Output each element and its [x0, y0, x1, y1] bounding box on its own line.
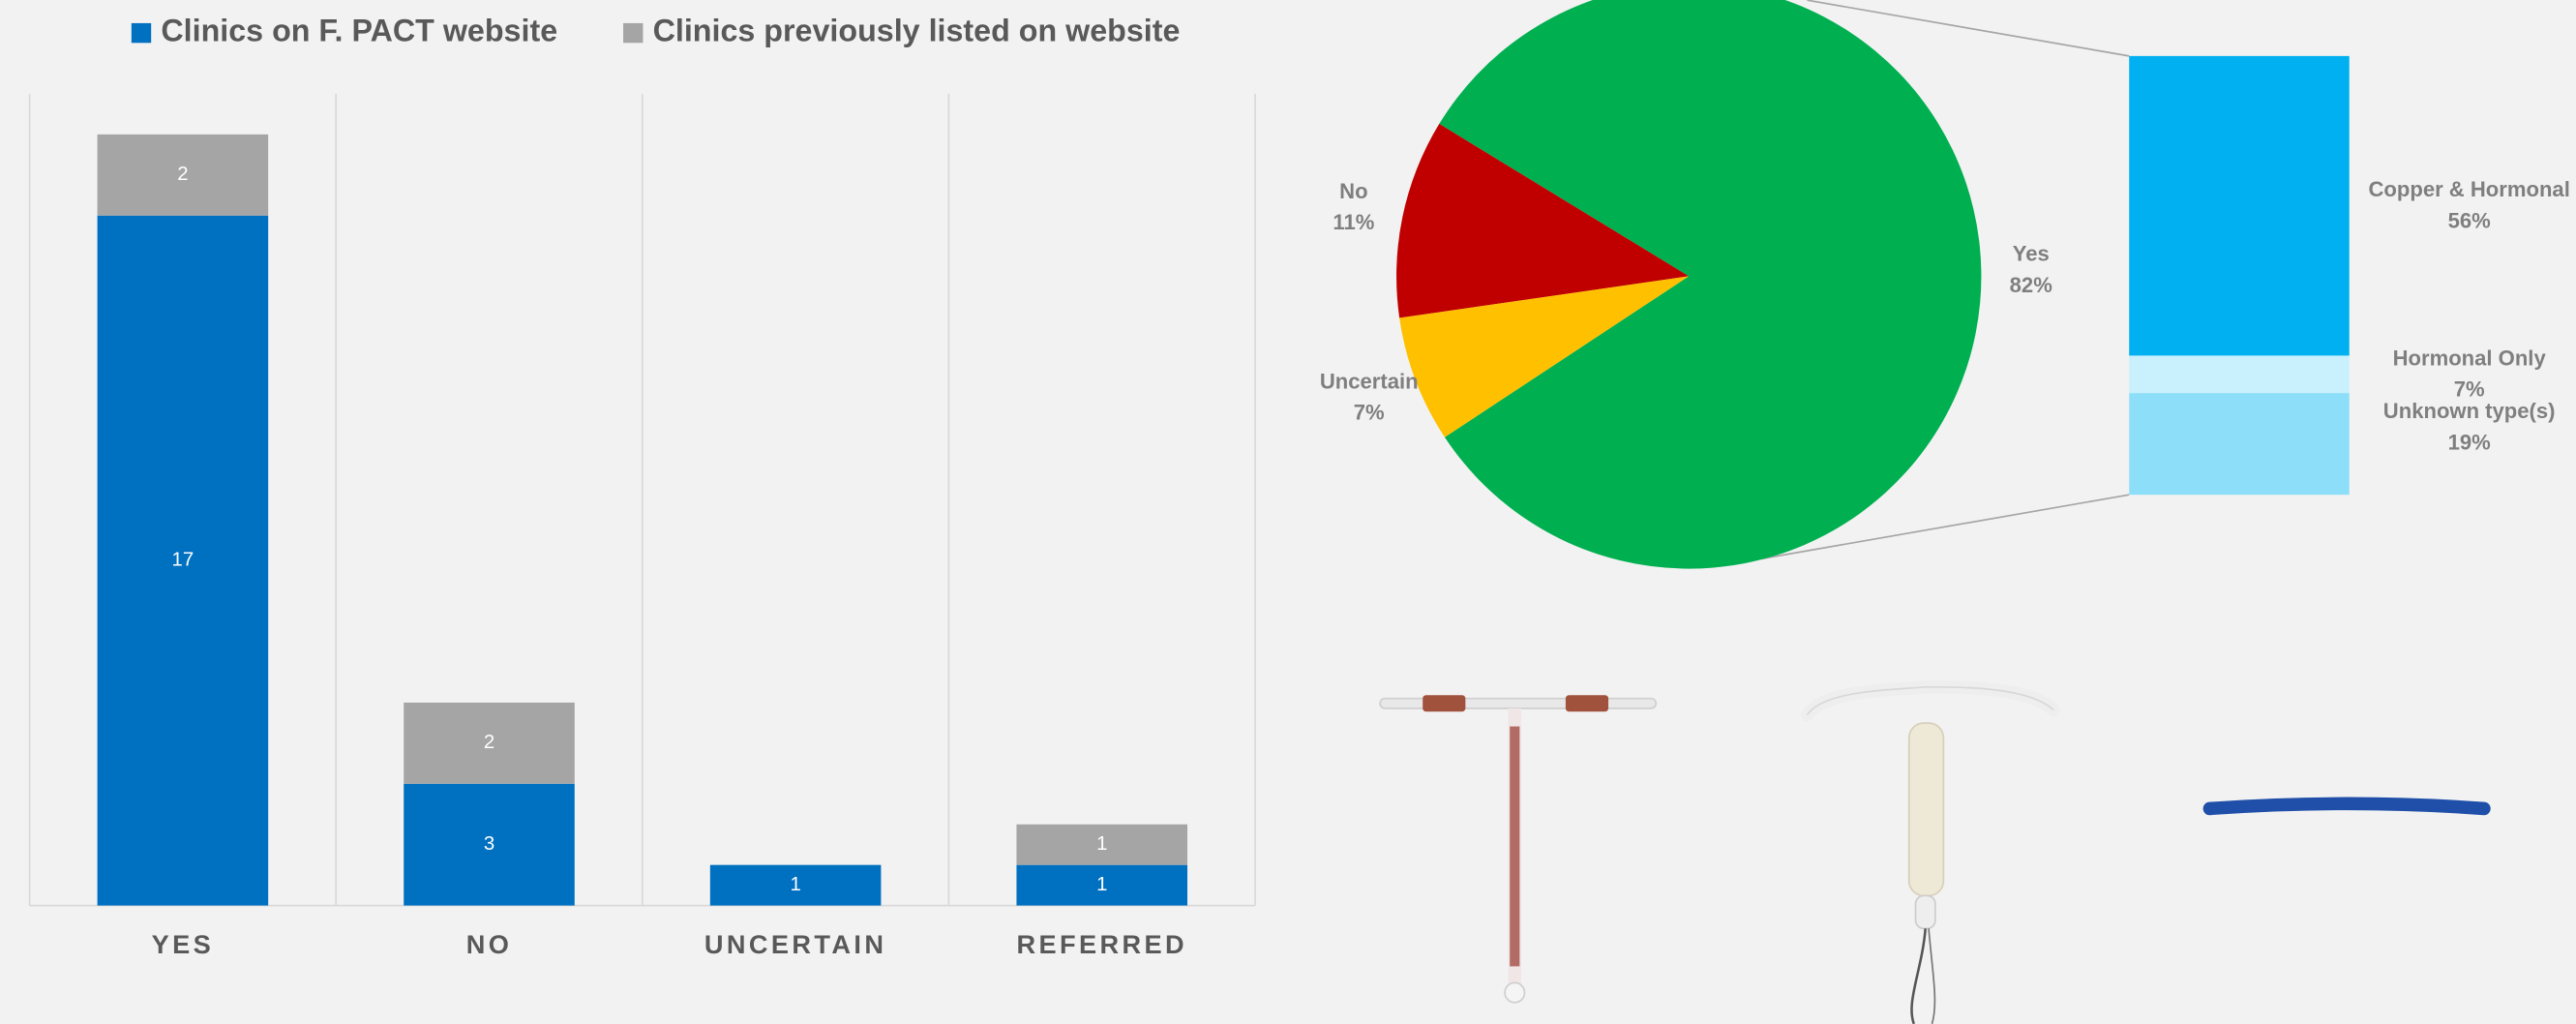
slice-category-label: Yes: [2013, 242, 2050, 266]
copper-iud-image: [1379, 695, 1658, 1004]
connector-line: [1807, 0, 2130, 57]
x-tick-label: NO: [466, 929, 513, 959]
slice-category-label: Uncertain: [1320, 369, 1419, 393]
breakdown-category-label: Unknown type(s): [2383, 399, 2556, 423]
implant-image: [2202, 797, 2491, 816]
slice-value-label: 11%: [1333, 210, 1374, 234]
legend-label: Clinics on F. PACT website: [161, 14, 557, 48]
breakdown-value-label: 7%: [2454, 377, 2485, 402]
data-label: 2: [177, 164, 188, 185]
breakdown-value-label: 19%: [2448, 430, 2492, 454]
data-label: 3: [484, 833, 494, 855]
breakdown-segment: [2129, 393, 2350, 496]
bar-segment: [404, 783, 575, 906]
bar-segment: [97, 134, 269, 216]
bar-segment: [709, 864, 882, 906]
breakdown-segment: [2129, 355, 2350, 394]
data-label: 1: [1096, 874, 1107, 895]
bar-segment: [404, 702, 575, 784]
slice-value-label: 7%: [1354, 401, 1385, 425]
bar-segment: [97, 215, 269, 906]
breakdown-segment: [2129, 55, 2350, 356]
connector-line: [1760, 494, 2130, 560]
x-tick-label: YES: [152, 929, 215, 959]
data-label: 17: [172, 550, 195, 571]
hormonal-iud-image: [1800, 680, 2060, 1024]
slice-category-label: No: [1339, 179, 1367, 203]
bar-segment: [1016, 824, 1188, 865]
data-label: 2: [484, 732, 494, 753]
legend-swatch: [131, 22, 152, 44]
data-label: 1: [790, 874, 800, 895]
x-tick-label: REFERRED: [1016, 929, 1187, 959]
breakdown-category-label: Copper & Hormonal: [2368, 177, 2569, 201]
pie-slice: [1396, 123, 1690, 318]
legend-label: Clinics previously listed on website: [653, 14, 1181, 48]
pie-slice: [1439, 0, 1982, 569]
legend-swatch: [623, 22, 644, 44]
breakdown-value-label: 56%: [2448, 208, 2492, 232]
breakdown-category-label: Hormonal Only: [2393, 346, 2547, 370]
x-tick-label: UNCERTAIN: [704, 929, 886, 959]
data-label: 1: [1096, 833, 1107, 855]
slice-value-label: 82%: [2010, 273, 2053, 297]
bar-segment: [1016, 864, 1188, 906]
pie-slice: [1399, 276, 1690, 437]
